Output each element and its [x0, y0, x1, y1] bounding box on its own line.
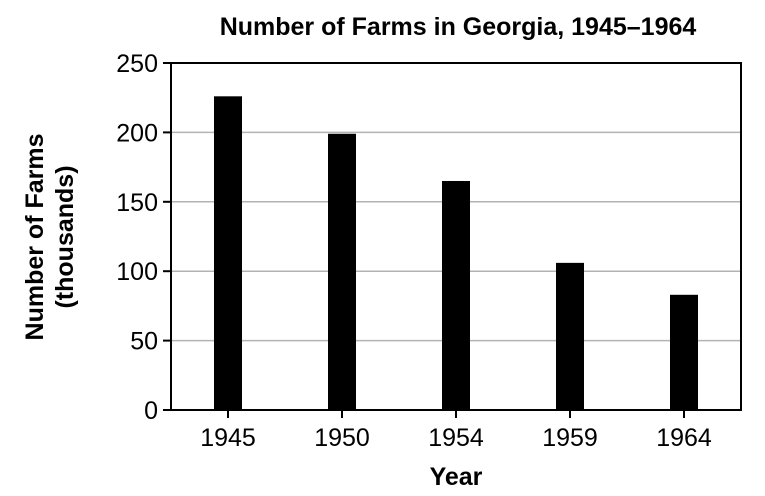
x-tick-label-1945: 1945 — [200, 424, 256, 452]
bar-1945 — [214, 96, 242, 410]
y-axis-title-line2: (thousands) — [51, 165, 79, 308]
bars — [214, 96, 698, 410]
x-axis-title: Year — [430, 463, 483, 491]
y-tick-label-150: 150 — [116, 189, 158, 217]
bar-1954 — [442, 180, 470, 410]
bar-1950 — [328, 133, 356, 410]
chart-title: Number of Farms in Georgia, 1945–1964 — [220, 13, 697, 41]
x-tick-label-1954: 1954 — [428, 424, 484, 452]
y-tick-label-250: 250 — [116, 50, 158, 78]
x-tick-label-1959: 1959 — [542, 424, 598, 452]
x-tick-label-1950: 1950 — [314, 424, 370, 452]
y-tick-label-100: 100 — [116, 258, 158, 286]
bar-1964 — [670, 294, 698, 410]
y-axis-title: Number of Farms (thousands) — [21, 134, 79, 341]
y-axis-title-line1: Number of Farms — [21, 134, 49, 341]
y-tick-label-50: 50 — [130, 328, 158, 356]
bar-1959 — [556, 262, 584, 410]
x-tick-label-1964: 1964 — [656, 424, 712, 452]
y-axis-ticks: 0 50 100 150 200 250 — [116, 50, 171, 425]
y-tick-label-200: 200 — [116, 119, 158, 147]
x-axis-ticks: 1945 1950 1954 1959 1964 — [200, 410, 712, 452]
y-tick-label-0: 0 — [144, 397, 158, 425]
